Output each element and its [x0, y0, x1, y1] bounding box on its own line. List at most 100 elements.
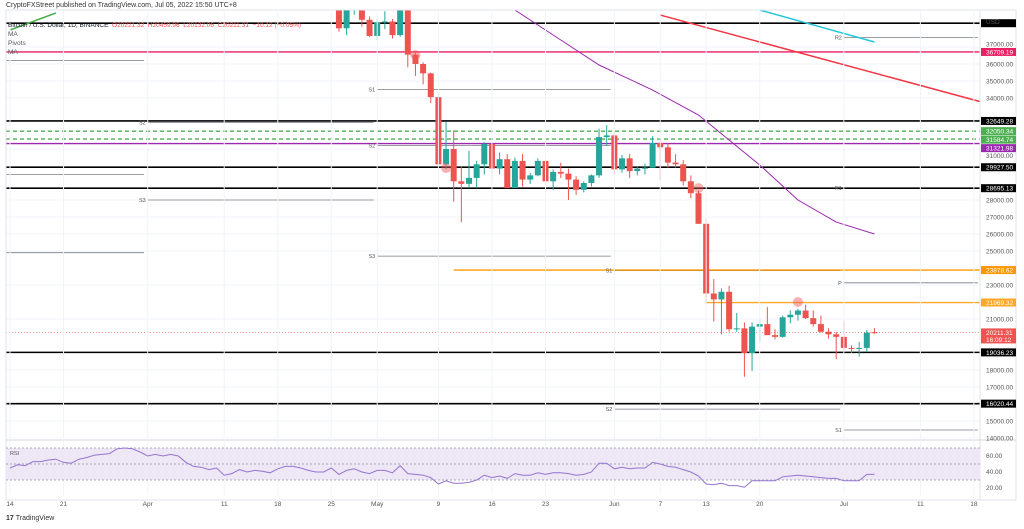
level-price-tag-text: 21969.32 [986, 300, 1013, 307]
candle-body [473, 164, 480, 178]
time-tick-label: Jun [609, 501, 620, 508]
candle-body [787, 314, 794, 318]
candle-body [710, 293, 717, 300]
level-price-tag [981, 135, 1016, 144]
candle-body [343, 10, 350, 29]
candle-body [856, 347, 863, 349]
candle-body [397, 10, 404, 36]
pivot-label-p: P [838, 281, 842, 287]
candle-body [550, 171, 557, 182]
candle-body [496, 159, 503, 169]
time-tick-label: 11 [221, 501, 228, 508]
level-price-tag-text: 23878.62 [986, 268, 1013, 275]
candle-body [358, 10, 365, 20]
logo-text: TradingView [15, 515, 55, 522]
pivot-marker [441, 163, 452, 174]
time-tick-label: 21 [60, 501, 68, 508]
candle-body [534, 160, 541, 176]
candle-body [649, 143, 656, 168]
pivot-label-s1: S1 [835, 428, 842, 434]
price-tick-label: 17000.00 [986, 384, 1013, 391]
candle-body [481, 143, 488, 165]
level-price-tag [981, 116, 1016, 125]
pivot-label-r2: R2 [835, 36, 842, 42]
candle-body [664, 147, 671, 163]
candle-body [458, 181, 465, 184]
level-price-tag [981, 127, 1016, 136]
time-tick-label: 7 [658, 501, 662, 508]
candle-body [351, 1, 357, 10]
tradingview-logo[interactable]: 17 TradingView [6, 515, 54, 522]
time-tick-label: May [371, 501, 384, 508]
time-tick-label: 18 [970, 501, 978, 508]
pivot-label-r1: R1 [835, 186, 842, 192]
logo-mark: 17 [6, 515, 14, 522]
rsi-tick-label: 20.00 [986, 485, 1003, 492]
candle-body [519, 160, 526, 180]
candle-body [772, 335, 778, 337]
candle-body [810, 318, 817, 325]
candle-body [634, 168, 641, 172]
candle-body [672, 162, 679, 165]
price-tick-label: 36000.00 [986, 61, 1013, 68]
level-price-tag-text: 16020.44 [986, 401, 1013, 408]
candle-body [389, 21, 396, 36]
candle-body [466, 177, 472, 184]
candle-body [863, 332, 870, 348]
candle-body [741, 328, 748, 353]
level-price-tag-text: 28695.13 [986, 186, 1013, 193]
time-tick-label: 11 [917, 501, 924, 508]
candle-body [557, 171, 564, 174]
price-tick-label: 37000.00 [986, 42, 1013, 49]
candle-body [794, 310, 801, 315]
indicator-ma-1[interactable]: MA [8, 31, 18, 38]
level-price-tag [981, 19, 1016, 28]
level-price-tag-text: 32050.34 [986, 129, 1013, 136]
level-price-tag-text: 31584.74 [986, 137, 1013, 144]
price-tick-label: 35000.00 [986, 78, 1013, 85]
candle-body [764, 324, 771, 336]
currency-label: USD [986, 19, 1000, 26]
symbol-row: Bitcoin / U.S. Dollar, 1D, BINANCE O2022… [8, 21, 301, 30]
change-value: −10.12 (−0.05%) [252, 22, 302, 29]
level-price-tag-text: 29927.50 [986, 165, 1013, 172]
trendline [660, 14, 980, 103]
time-tick-label: 18 [274, 501, 282, 508]
countdown-text: 16:09:12 [986, 337, 1012, 344]
price-tick-label: 31000.00 [986, 153, 1013, 160]
candle-body [871, 332, 878, 334]
symbol-title[interactable]: Bitcoin / U.S. Dollar, 1D, BINANCE [8, 22, 109, 29]
level-price-tag [981, 144, 1016, 153]
candle-body [749, 326, 756, 353]
time-tick-label: 25 [328, 501, 336, 508]
indicator-ma-2[interactable]: MA [8, 49, 18, 56]
trendline [759, 10, 875, 43]
chart-legend: Bitcoin / U.S. Dollar, 1D, BINANCE O2022… [8, 21, 301, 57]
pivot-label-s3: S3 [368, 254, 375, 260]
candle-body [580, 183, 587, 190]
trendline [9, 12, 57, 31]
indicator-pivots[interactable]: Pivots [8, 40, 26, 47]
plot-area [6, 1, 980, 438]
pivot-label-s3: S3 [139, 198, 146, 204]
candle-body [427, 73, 434, 98]
price-tick-label: 34000.00 [986, 95, 1013, 102]
candle-body [726, 291, 733, 330]
candle-body [573, 179, 580, 190]
price-tick-label: 25000.00 [986, 248, 1013, 255]
pivot-label-s1: S1 [368, 88, 375, 94]
candle-body [527, 175, 534, 180]
candle-body [420, 64, 427, 74]
time-tick-label: 20 [756, 501, 764, 508]
rsi-line [9, 447, 875, 488]
time-tick-label: 13 [703, 501, 711, 508]
candle-body [695, 193, 702, 224]
candle-body [381, 21, 388, 23]
level-price-tag [981, 47, 1016, 56]
level-price-tag-text: 19036.23 [986, 350, 1013, 357]
low-value: L20132.06 [183, 22, 215, 29]
level-price-tag [981, 184, 1016, 193]
level-price-tag [981, 266, 1016, 275]
pivot-marker [693, 183, 704, 194]
